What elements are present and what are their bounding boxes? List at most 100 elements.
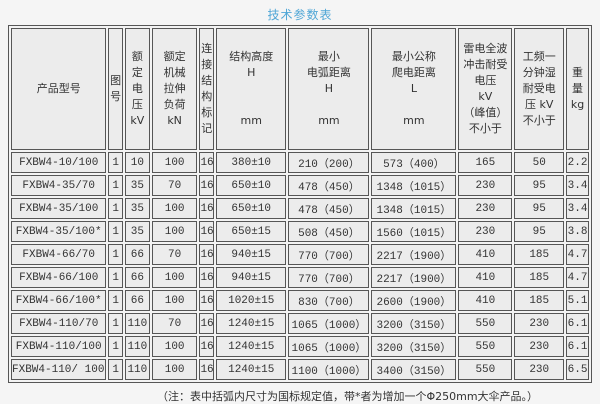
header-min-arc-distance: 最小 电弧距离 H mm bbox=[288, 28, 370, 150]
header-power-freq-wet-withstand-voltage: 工频一 分钟湿 耐受电压 kV 不小于 bbox=[514, 28, 565, 150]
table-cell-power-freq-wet-withstand-voltage: 230 bbox=[514, 359, 565, 380]
table-cell-rated-voltage: 110 bbox=[124, 359, 150, 380]
table-cell-weight: 6.1 bbox=[566, 336, 589, 357]
table-cell-min-arc-distance: 1065（1000） bbox=[288, 313, 370, 334]
table-cell-figure-no: 1 bbox=[108, 290, 123, 311]
table-cell-lightning-impulse-withstand-voltage: 410 bbox=[458, 290, 513, 311]
table-cell-product-model: FXBW4-66/70 bbox=[11, 244, 107, 265]
table-cell-connection-structure-mark: 16 bbox=[199, 267, 214, 288]
table-row: FXBW4-35/100 1 35 100 16 650±10 478（450） 1348（1… bbox=[11, 198, 589, 219]
table-cell-product-model: FXBW4-110/ 100* bbox=[11, 359, 107, 380]
table-cell-rated-voltage: 10 bbox=[124, 152, 150, 173]
table-cell-power-freq-wet-withstand-voltage: 50 bbox=[514, 152, 565, 173]
table-row: FXBW4-35/70 1 35 70 16 650±10 478（450） 1348（101… bbox=[11, 175, 589, 196]
header-product-model: 产品型号 bbox=[11, 28, 107, 150]
table-cell-product-model: FXBW4-35/100 bbox=[11, 198, 107, 219]
table-cell-rated-voltage: 110 bbox=[124, 313, 150, 334]
table-cell-min-arc-distance: 508（450） bbox=[288, 221, 370, 242]
table-cell-min-nominal-creepage-distance: 1560（1015） bbox=[371, 221, 457, 242]
table-cell-min-nominal-creepage-distance: 3400（3150） bbox=[371, 359, 457, 380]
table-cell-product-model: FXBW4-66/100* bbox=[11, 290, 107, 311]
table-cell-structure-height: 650±15 bbox=[215, 221, 287, 242]
table-cell-power-freq-wet-withstand-voltage: 95 bbox=[514, 198, 565, 219]
table-cell-rated-mechanical-tensile-load: 70 bbox=[151, 244, 198, 265]
table-row: FXBW4-35/100* 1 35 100 16 650±15 508（450） 1560（… bbox=[11, 221, 589, 242]
header-structure-height: 结构高度 H mm bbox=[215, 28, 287, 150]
page-title: 技术参数表 bbox=[267, 8, 333, 22]
table-row: FXBW4-110/100 1 110 100 16 1240±15 1065（1000） 3… bbox=[11, 336, 589, 357]
table-cell-lightning-impulse-withstand-voltage: 550 bbox=[458, 336, 513, 357]
table-cell-lightning-impulse-withstand-voltage: 550 bbox=[458, 359, 513, 380]
table-cell-lightning-impulse-withstand-voltage: 165 bbox=[458, 152, 513, 173]
table-cell-weight: 4.7 bbox=[566, 244, 589, 265]
table-cell-figure-no: 1 bbox=[108, 221, 123, 242]
table-cell-min-arc-distance: 478（450） bbox=[288, 175, 370, 196]
table-cell-weight: 2.2 bbox=[566, 152, 589, 173]
header-connection-structure-mark: 连接结构标记 bbox=[199, 28, 214, 150]
table-cell-structure-height: 1240±15 bbox=[215, 336, 287, 357]
table-cell-weight: 4.7 bbox=[566, 267, 589, 288]
table-cell-figure-no: 1 bbox=[108, 336, 123, 357]
table-cell-rated-mechanical-tensile-load: 100 bbox=[151, 336, 198, 357]
table-cell-lightning-impulse-withstand-voltage: 410 bbox=[458, 244, 513, 265]
table-cell-lightning-impulse-withstand-voltage: 230 bbox=[458, 198, 513, 219]
header-lightning-impulse-withstand-voltage: 雷电全波 冲击耐受 电压 kV （峰值） 不小于 bbox=[458, 28, 513, 150]
footnote: （注：表中括弧内尺寸为国标规定值，带*者为增加一个Φ250mm大伞产品。） bbox=[156, 390, 539, 403]
table-cell-power-freq-wet-withstand-voltage: 185 bbox=[514, 290, 565, 311]
table-cell-power-freq-wet-withstand-voltage: 95 bbox=[514, 175, 565, 196]
table-cell-lightning-impulse-withstand-voltage: 410 bbox=[458, 267, 513, 288]
table-cell-product-model: FXBW4-10/100 bbox=[11, 152, 107, 173]
table-row: FXBW4-110/70 1 110 70 16 1240±15 1065（1000） 320… bbox=[11, 313, 589, 334]
table-cell-weight: 5.1 bbox=[566, 290, 589, 311]
table-cell-rated-voltage: 66 bbox=[124, 290, 150, 311]
table-cell-connection-structure-mark: 16 bbox=[199, 221, 214, 242]
table-cell-figure-no: 1 bbox=[108, 198, 123, 219]
table-header-row: 产品型号图号额定电压 kV 额定 机械 拉伸 负荷 kN 连接结构标记结构高度 H mm 最小 电弧… bbox=[11, 28, 589, 150]
table-cell-rated-mechanical-tensile-load: 100 bbox=[151, 198, 198, 219]
table-cell-min-nominal-creepage-distance: 2600（1900） bbox=[371, 290, 457, 311]
table-cell-rated-mechanical-tensile-load: 100 bbox=[151, 152, 198, 173]
table-cell-connection-structure-mark: 16 bbox=[199, 359, 214, 380]
table-cell-min-arc-distance: 1100（1000） bbox=[288, 359, 370, 380]
table-cell-rated-voltage: 35 bbox=[124, 198, 150, 219]
table-cell-power-freq-wet-withstand-voltage: 230 bbox=[514, 313, 565, 334]
table-cell-structure-height: 650±10 bbox=[215, 175, 287, 196]
table-cell-connection-structure-mark: 16 bbox=[199, 175, 214, 196]
table-cell-structure-height: 380±10 bbox=[215, 152, 287, 173]
table-cell-min-arc-distance: 210（200） bbox=[288, 152, 370, 173]
table-cell-weight: 3.4 bbox=[566, 175, 589, 196]
table-cell-structure-height: 940±15 bbox=[215, 244, 287, 265]
table-cell-rated-voltage: 35 bbox=[124, 221, 150, 242]
parameters-table: 产品型号图号额定电压 kV 额定 机械 拉伸 负荷 kN 连接结构标记结构高度 H mm 最小 电弧… bbox=[8, 25, 592, 383]
table-cell-figure-no: 1 bbox=[108, 244, 123, 265]
table-cell-rated-voltage: 66 bbox=[124, 244, 150, 265]
header-min-nominal-creepage-distance: 最小公称 爬电距离 L mm bbox=[371, 28, 457, 150]
table-cell-rated-mechanical-tensile-load: 70 bbox=[151, 175, 198, 196]
header-rated-mechanical-tensile-load: 额定 机械 拉伸 负荷 kN bbox=[151, 28, 198, 150]
table-cell-min-nominal-creepage-distance: 1348（1015） bbox=[371, 198, 457, 219]
table-row: FXBW4-10/100 1 10 100 16 380±10 210（200） 573（40… bbox=[11, 152, 589, 173]
table-row: FXBW4-66/100* 1 66 100 16 1020±15 830（700） 2600… bbox=[11, 290, 589, 311]
table-cell-lightning-impulse-withstand-voltage: 230 bbox=[458, 175, 513, 196]
table-cell-min-arc-distance: 770（700） bbox=[288, 244, 370, 265]
table-cell-rated-voltage: 35 bbox=[124, 175, 150, 196]
table-cell-figure-no: 1 bbox=[108, 359, 123, 380]
table-cell-figure-no: 1 bbox=[108, 313, 123, 334]
table-cell-weight: 3.8 bbox=[566, 221, 589, 242]
table-cell-rated-voltage: 110 bbox=[124, 336, 150, 357]
table-cell-weight: 6.5 bbox=[566, 359, 589, 380]
table-cell-power-freq-wet-withstand-voltage: 185 bbox=[514, 244, 565, 265]
table-cell-min-arc-distance: 478（450） bbox=[288, 198, 370, 219]
table-cell-connection-structure-mark: 16 bbox=[199, 313, 214, 334]
table-cell-connection-structure-mark: 16 bbox=[199, 290, 214, 311]
table-cell-product-model: FXBW4-35/70 bbox=[11, 175, 107, 196]
table-cell-product-model: FXBW4-66/100 bbox=[11, 267, 107, 288]
table-cell-rated-mechanical-tensile-load: 100 bbox=[151, 290, 198, 311]
table-cell-min-nominal-creepage-distance: 3200（3150） bbox=[371, 336, 457, 357]
table-cell-power-freq-wet-withstand-voltage: 230 bbox=[514, 336, 565, 357]
table-cell-structure-height: 940±15 bbox=[215, 267, 287, 288]
table-body: FXBW4-10/100 1 10 100 16 380±10 210（200） 573（40… bbox=[11, 152, 589, 380]
table-cell-min-arc-distance: 1065（1000） bbox=[288, 336, 370, 357]
table-cell-figure-no: 1 bbox=[108, 152, 123, 173]
table-cell-rated-voltage: 66 bbox=[124, 267, 150, 288]
